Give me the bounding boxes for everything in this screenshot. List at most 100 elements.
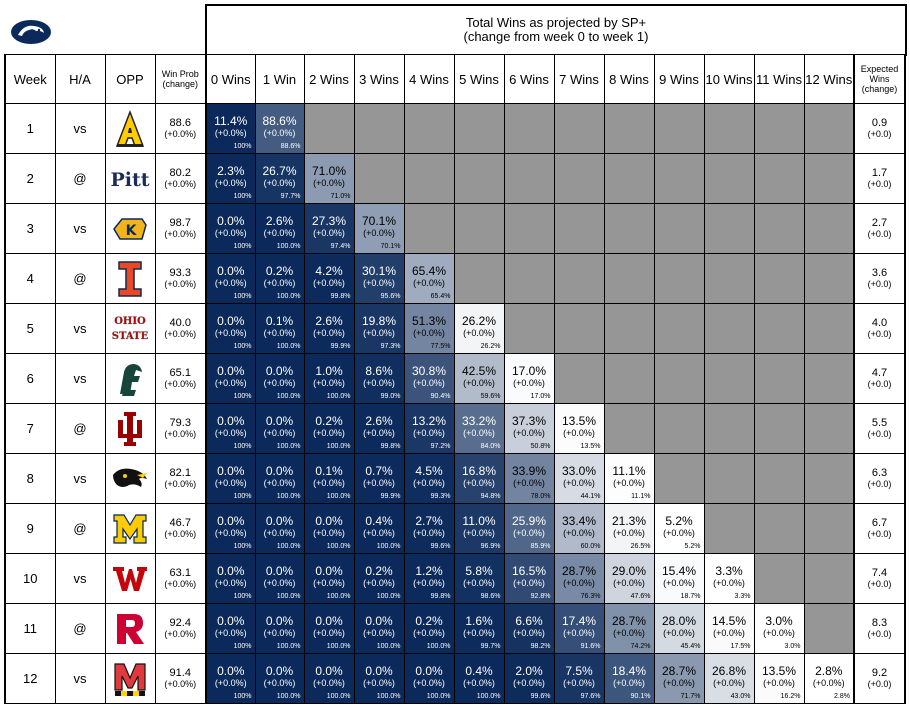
wins-prob-value: 3.0% xyxy=(765,614,793,628)
expected-wins-value: 9.2 xyxy=(871,666,888,679)
wins-prob-change: (+0.0%) xyxy=(613,678,645,688)
col-wins-4: 4 Wins xyxy=(403,54,455,104)
opponent-logo-cell: Pitt xyxy=(104,153,156,204)
ha-cell: vs xyxy=(54,203,106,254)
wins-prob-change: (+0.0%) xyxy=(214,328,247,338)
empty-cell xyxy=(653,253,705,304)
wins-prob-cell: 0.0% (+0.0%) 100.0% xyxy=(303,653,355,704)
cumulative-prob: 100.0% xyxy=(326,693,351,700)
wins-prob-cell: 0.0% (+0.0%) 100% xyxy=(205,403,256,454)
cumulative-prob: 71.7% xyxy=(680,693,701,700)
cumulative-prob: 98.6% xyxy=(480,593,501,600)
empty-cell xyxy=(753,253,805,304)
cumulative-prob: 100.0% xyxy=(376,693,401,700)
win-prob-cell: 92.4 (+0.0%) xyxy=(154,603,207,654)
cumulative-prob: 100% xyxy=(233,193,252,200)
wins-prob-change: (+0.0%) xyxy=(313,578,345,588)
wins-prob-change: (+0.0%) xyxy=(363,478,395,488)
win-prob-change: (+0.0%) xyxy=(164,278,197,289)
empty-cell xyxy=(803,253,855,304)
expected-wins-change: (+0.0) xyxy=(867,328,892,339)
wins-prob-cell: 33.0% (+0.0%) 44.1% xyxy=(553,453,605,504)
ha-cell: @ xyxy=(54,503,106,554)
wins-prob-cell: 33.2% (+0.0%) 84.0% xyxy=(453,403,505,454)
wins-prob-cell: 13.5% (+0.0%) 16.2% xyxy=(753,653,805,704)
wins-prob-change: (+0.0%) xyxy=(463,428,495,438)
empty-cell xyxy=(553,153,605,204)
col-expected: Expected Wins (change) xyxy=(853,54,906,104)
empty-cell xyxy=(553,353,605,404)
expected-wins-cell: 6.3 (+0.0) xyxy=(853,453,906,504)
wins-prob-cell: 26.2% (+0.0%) 26.2% xyxy=(453,303,505,354)
ha-cell: @ xyxy=(54,153,106,204)
opponent-logo-cell: OHIO STATE xyxy=(104,303,156,354)
cumulative-prob: 26.2% xyxy=(480,343,501,350)
empty-cell xyxy=(803,603,855,654)
empty-cell xyxy=(353,103,405,154)
win-prob-cell: 80.2 (+0.0%) xyxy=(154,153,207,204)
empty-cell xyxy=(503,103,555,154)
opponent-logo-cell xyxy=(104,103,156,154)
wins-prob-cell: 0.4% (+0.0%) 100.0% xyxy=(453,653,505,704)
wins-prob-cell: 0.0% (+0.0%) 100% xyxy=(205,653,256,704)
wins-prob-change: (+0.0%) xyxy=(363,428,395,438)
wins-prob-value: 0.0% xyxy=(217,464,245,478)
wins-prob-value: 0.0% xyxy=(265,514,294,528)
wins-prob-value: 0.2% xyxy=(265,264,294,278)
wins-prob-change: (+0.0%) xyxy=(363,528,395,538)
wins-prob-value: 33.0% xyxy=(561,464,597,478)
wins-prob-cell: 42.5% (+0.0%) 59.6% xyxy=(453,353,505,404)
wins-prob-change: (+0.0%) xyxy=(263,528,296,538)
expected-wins-change: (+0.0) xyxy=(867,128,892,139)
empty-cell xyxy=(653,403,705,454)
cumulative-prob: 45.4% xyxy=(680,643,701,650)
wins-prob-cell: 0.0% (+0.0%) 100% xyxy=(205,203,256,254)
wins-prob-change: (+0.0%) xyxy=(214,578,247,588)
wins-prob-cell: 37.3% (+0.0%) 50.8% xyxy=(503,403,555,454)
expected-wins-change: (+0.0) xyxy=(867,628,892,639)
expected-wins-value: 6.7 xyxy=(871,516,888,529)
rutgers-logo-icon xyxy=(106,612,154,646)
wins-prob-value: 1.0% xyxy=(315,364,343,378)
win-prob-value: 40.0 xyxy=(169,316,191,329)
wins-prob-value: 0.0% xyxy=(315,664,343,678)
empty-cell xyxy=(703,103,755,154)
wins-prob-cell: 27.3% (+0.0%) 97.4% xyxy=(303,203,355,254)
maryland-logo-icon xyxy=(106,660,154,698)
wins-prob-cell: 25.9% (+0.0%) 85.9% xyxy=(503,503,555,554)
wins-prob-change: (+0.0%) xyxy=(713,628,745,638)
ha-cell: @ xyxy=(54,603,106,654)
wins-prob-cell: 0.0% (+0.0%) 100.0% xyxy=(303,503,355,554)
wins-prob-change: (+0.0%) xyxy=(263,428,296,438)
cumulative-prob: 74.2% xyxy=(630,643,651,650)
wins-prob-change: (+0.0%) xyxy=(363,278,395,288)
wins-prob-cell: 3.3% (+0.0%) 3.3% xyxy=(703,553,755,604)
empty-cell xyxy=(653,303,705,354)
wins-prob-cell: 8.6% (+0.0%) 99.0% xyxy=(353,353,405,404)
wins-prob-cell: 2.0% (+0.0%) 99.6% xyxy=(503,653,555,704)
empty-cell xyxy=(403,203,455,254)
wins-prob-cell: 71.0% (+0.0%) 71.0% xyxy=(303,153,355,204)
illinois-logo-icon xyxy=(106,260,154,298)
wins-prob-cell: 0.0% (+0.0%) 100.0% xyxy=(303,603,355,654)
chart-subtitle: (change from week 0 to week 1) xyxy=(463,29,649,44)
cumulative-prob: 71.0% xyxy=(330,193,351,200)
wins-prob-value: 0.0% xyxy=(265,614,294,628)
week-cell: 10 xyxy=(4,553,56,604)
col-wins-10: 10 Wins xyxy=(703,54,755,104)
wins-prob-value: 26.8% xyxy=(711,664,747,678)
col-wins-12: 12 Wins xyxy=(803,54,855,104)
wins-prob-change: (+0.0%) xyxy=(363,578,395,588)
week-cell: 3 xyxy=(4,203,56,254)
wins-prob-value: 88.6% xyxy=(262,114,297,128)
win-prob-change: (+0.0%) xyxy=(164,578,197,589)
wins-prob-value: 0.0% xyxy=(365,614,393,628)
cumulative-prob: 13.5% xyxy=(580,443,601,450)
cumulative-prob: 90.1% xyxy=(630,693,651,700)
cumulative-prob: 100.0% xyxy=(276,643,301,650)
empty-cell xyxy=(553,103,605,154)
empty-cell xyxy=(653,203,705,254)
wins-prob-change: (+0.0%) xyxy=(663,528,695,538)
wins-prob-change: (+0.0%) xyxy=(313,178,345,188)
wins-prob-value: 4.5% xyxy=(415,464,443,478)
